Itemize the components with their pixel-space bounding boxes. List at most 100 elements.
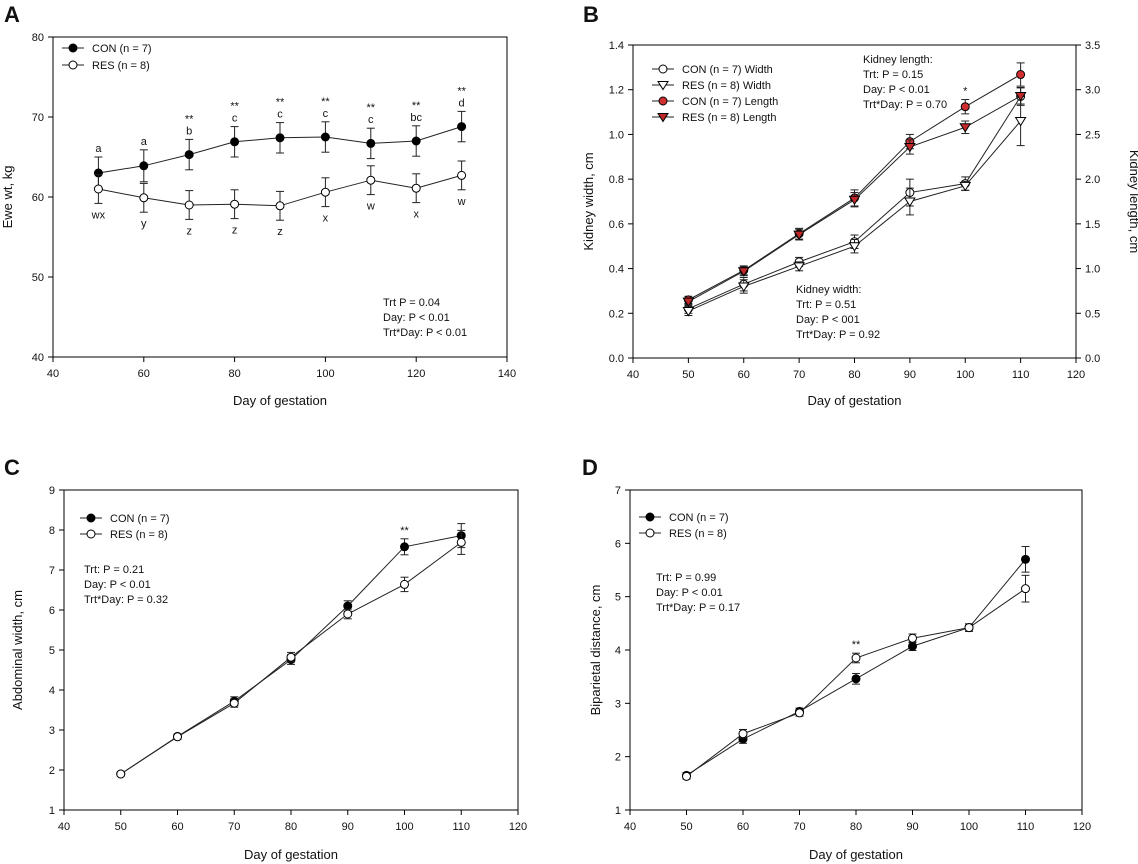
annotation-below-a: z [277, 226, 283, 238]
annotation-above-a: bc [410, 112, 422, 124]
legend-b: CON (n = 7) Width RES (n = 8) Width CON (n… [652, 64, 778, 124]
stats-line-b: Kidney length: [863, 54, 933, 66]
y-tick-label-d: 2 [615, 752, 621, 764]
y-tick-label-b: 0.6 [609, 219, 624, 231]
series-c-0 [116, 523, 466, 779]
x-tick-label-d: 110 [1017, 821, 1035, 833]
y-tick-label-b: 0.8 [609, 174, 624, 186]
y2-tick-label-b: 3.5 [1085, 40, 1100, 52]
legend-marker-b-3 [657, 113, 669, 123]
stats-line-c: Trt*Day: P = 0.32 [84, 594, 168, 606]
y2-tick-label-b: 1.5 [1085, 219, 1100, 231]
x-tick-label-d: 50 [680, 821, 692, 833]
legend-label-c-1: RES (n = 8) [110, 529, 168, 541]
y-tick-label-d: 7 [615, 485, 621, 497]
stats-block-c: Trt: P = 0.21 Day: P < 0.01 Trt*Day: P = 0… [84, 564, 168, 606]
data-point-a-1 [93, 184, 103, 194]
x-tick-label-b: 120 [1067, 369, 1085, 381]
data-point-a-0 [275, 133, 285, 143]
x-tick-label-b: 100 [956, 369, 974, 381]
data-point-a-1 [320, 187, 330, 197]
y-axis-title-b: Kidney width, cm [581, 152, 596, 250]
data-point-b-3 [793, 230, 806, 241]
x-axis-title-b: Day of gestation [808, 393, 902, 408]
data-point-d-1 [738, 729, 748, 739]
x-tick-label-c: 80 [285, 821, 297, 833]
x-tick-label-b: 40 [627, 369, 639, 381]
series-b-1 [682, 95, 1027, 317]
data-point-b-3 [1014, 91, 1027, 102]
x-tick-label-a: 100 [316, 368, 334, 380]
annotation-below-a: y [141, 218, 147, 230]
y-tick-label-c: 2 [49, 765, 55, 777]
legend-marker-c-0 [86, 513, 96, 523]
annotation-above-a: ** [276, 97, 285, 109]
legend-label-b-3: RES (n = 8) Length [682, 112, 776, 124]
annotation-above-a: ** [457, 85, 466, 97]
x-tick-label-b: 80 [848, 369, 860, 381]
data-point-b-2 [960, 102, 970, 112]
data-point-c-1 [456, 537, 466, 547]
legend-label-d-0: CON (n = 7) [669, 512, 729, 524]
legend-item-b-1: RES (n = 8) Width [652, 80, 771, 92]
annotation-above-a: c [232, 113, 238, 125]
data-point-a-0 [184, 150, 194, 160]
stats-line-b: Kidney width: [796, 284, 861, 296]
x-axis-title-c: Day of gestation [244, 847, 338, 862]
data-point-a-1 [275, 201, 285, 211]
y-tick-label-a: 80 [32, 32, 44, 44]
y-tick-label-d: 1 [615, 805, 621, 817]
legend-item-c-1: RES (n = 8) [80, 529, 168, 541]
panel-letter-a: A [4, 2, 20, 27]
annotation-above-a: c [368, 114, 374, 126]
data-point-c-1 [116, 769, 126, 779]
y2-tick-label-b: 3.0 [1085, 85, 1100, 97]
legend-marker-a-0 [68, 43, 78, 53]
stats-line-a: Trt P = 0.04 [383, 297, 440, 309]
data-point-a-0 [366, 138, 376, 148]
legend-label-a-1: RES (n = 8) [92, 60, 150, 72]
annotation-above-d: ** [852, 639, 861, 651]
x-tick-label-d: 90 [906, 821, 918, 833]
data-point-b-3 [682, 297, 695, 308]
data-point-a-0 [139, 161, 149, 171]
series-line-b-2 [688, 74, 1021, 301]
y-tick-label-c: 4 [49, 685, 55, 697]
data-point-a-0 [411, 136, 421, 146]
y-tick-label-c: 5 [49, 645, 55, 657]
stats-line-c: Trt: P = 0.21 [84, 564, 144, 576]
panel-b: B 40 50 60 70 80 90 100 110 1200.00.20.40.60.81.… [581, 2, 1138, 408]
legend-item-a-1: RES (n = 8) [62, 60, 150, 72]
panel-letter-c: C [4, 455, 20, 480]
data-point-a-0 [320, 132, 330, 142]
x-tick-label-c: 110 [452, 821, 470, 833]
y-tick-label-b: 1.0 [609, 129, 624, 141]
annotation-above-a: c [323, 108, 329, 120]
legend-item-b-3: RES (n = 8) Length [652, 112, 776, 124]
y-tick-label-a: 60 [32, 192, 44, 204]
data-point-d-1 [851, 653, 861, 663]
x-axis-title-a: Day of gestation [233, 393, 327, 408]
legend-marker-b-2 [658, 96, 668, 106]
data-point-a-1 [184, 200, 194, 210]
data-point-a-1 [411, 183, 421, 193]
legend-item-a-0: CON (n = 7) [62, 43, 152, 55]
y2-tick-label-b: 1.0 [1085, 264, 1100, 276]
y-tick-label-c: 3 [49, 725, 55, 737]
data-point-b-1 [793, 262, 806, 272]
data-point-d-0 [1021, 554, 1030, 564]
data-point-b-3 [959, 123, 972, 133]
legend-marker-c-1 [86, 529, 96, 539]
y-tick-label-c: 9 [49, 485, 55, 497]
y2-tick-label-b: 2.0 [1085, 174, 1100, 186]
x-tick-label-c: 60 [171, 821, 183, 833]
annotation-above-a: ** [412, 100, 421, 112]
x-tick-label-a: 140 [498, 368, 516, 380]
y-tick-label-c: 7 [49, 565, 55, 577]
x-tick-label-d: 80 [850, 821, 862, 833]
annotation-above-c: ** [400, 525, 409, 537]
y-tick-label-d: 4 [615, 645, 621, 657]
x-tick-label-a: 120 [407, 368, 425, 380]
data-point-c-1 [286, 652, 296, 662]
x-tick-label-b: 50 [682, 369, 694, 381]
